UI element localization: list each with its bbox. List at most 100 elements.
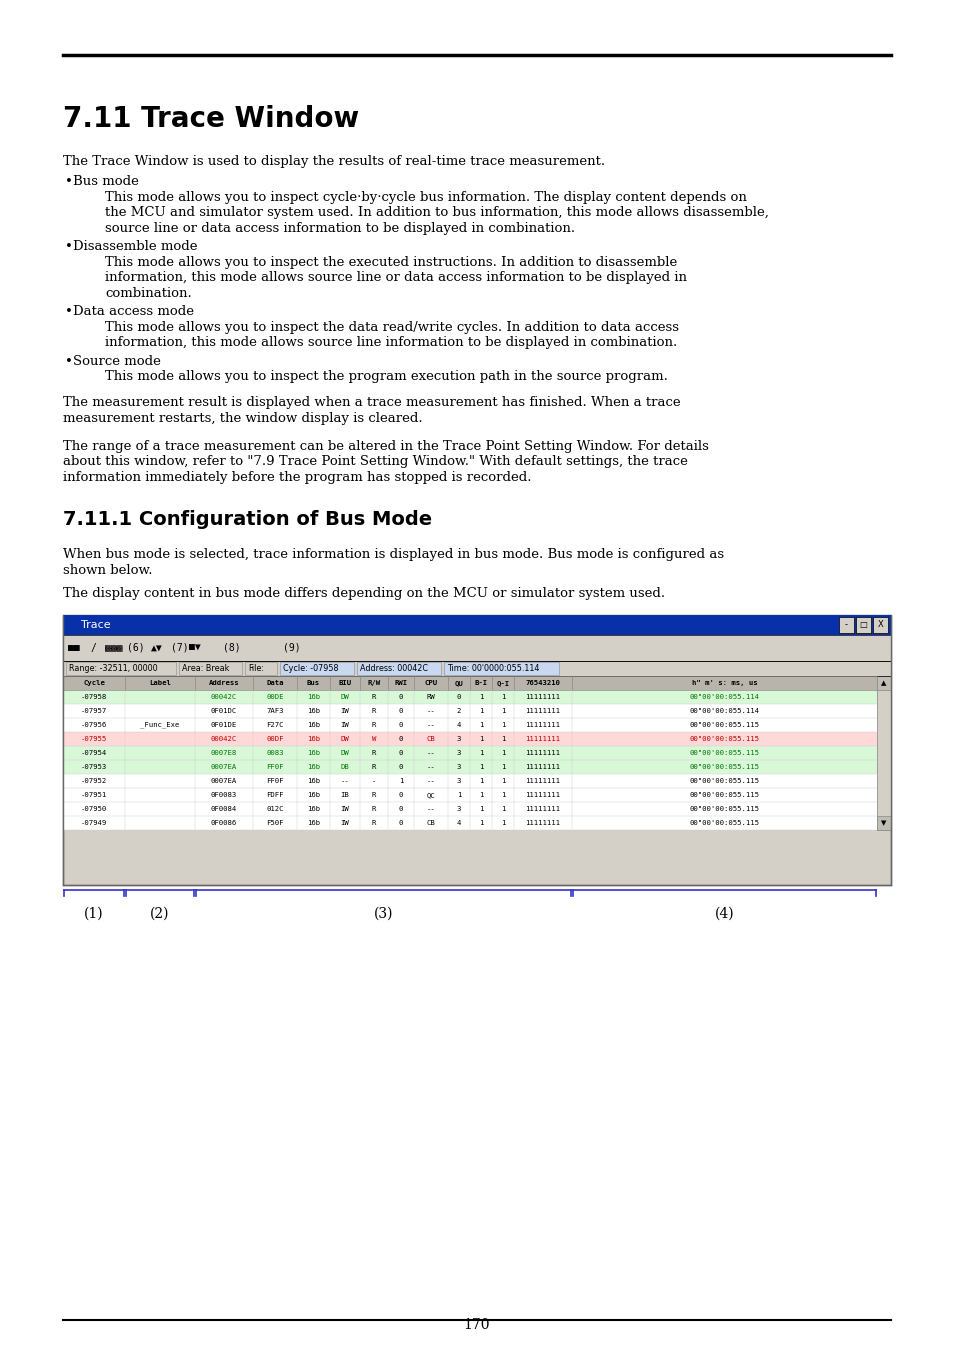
Text: 11111111: 11111111 [525,707,560,714]
Text: 76543210: 76543210 [525,680,560,686]
Bar [63,718,876,732]
Text: -07957: -07957 [81,707,107,714]
Text: 1: 1 [500,694,505,699]
Text: 0083: 0083 [266,751,283,756]
Text: 2: 2 [456,707,460,714]
Text: The range of a trace measurement can be altered in the Trace Point Setting Windo: The range of a trace measurement can be … [63,440,708,452]
Text: 00DF: 00DF [266,736,283,742]
Text: _Func_Exe: _Func_Exe [140,722,179,728]
Text: h" m' s: ms, us: h" m' s: ms, us [691,680,757,686]
Text: Address: Address [209,680,239,686]
Text: Cycle: Cycle [83,680,105,686]
Text: 00"00'00:055.115: 00"00'00:055.115 [689,751,759,756]
Text: QU: QU [455,680,463,686]
Text: --: -- [426,778,435,784]
Text: 00"00'00:055.115: 00"00'00:055.115 [689,736,759,742]
Text: (7): (7) [171,643,189,653]
Text: The measurement result is displayed when a trace measurement has finished. When : The measurement result is displayed when… [63,397,679,409]
Text: (1): (1) [84,907,104,921]
Text: 4: 4 [456,819,460,826]
Text: 11111111: 11111111 [525,736,560,742]
Text: R: R [372,751,375,756]
Text: 0: 0 [398,707,403,714]
Text: FDFF: FDFF [266,792,283,798]
Text: 16b: 16b [307,792,319,798]
Bar [876,676,890,830]
Text: DW: DW [340,736,349,742]
Text: 0F0083: 0F0083 [211,792,237,798]
Text: --: -- [340,778,349,784]
Text: 16b: 16b [307,751,319,756]
Text: ▲: ▲ [881,680,885,686]
Text: -07953: -07953 [81,764,107,769]
Text: •: • [65,176,72,188]
Text: 1: 1 [500,707,505,714]
Bar [63,788,876,802]
Text: 3: 3 [456,806,460,811]
Text: 0F01DE: 0F01DE [211,722,237,728]
Text: 1: 1 [500,751,505,756]
Text: 00"00'00:055.115: 00"00'00:055.115 [689,778,759,784]
Text: 0F0084: 0F0084 [211,806,237,811]
Text: (8): (8) [223,643,240,653]
Text: 11111111: 11111111 [525,819,560,826]
Text: 170: 170 [463,1318,490,1332]
Text: 00"00'00:055.114: 00"00'00:055.114 [689,694,759,699]
Text: 16b: 16b [307,819,319,826]
Text: 1: 1 [478,751,482,756]
Text: ▲▼: ▲▼ [151,643,163,653]
Text: B-I: B-I [474,680,487,686]
Text: 7AF3: 7AF3 [266,707,283,714]
Bar [356,662,440,675]
Text: This mode allows you to inspect the program execution path in the source program: This mode allows you to inspect the prog… [105,370,667,383]
Text: --: -- [426,764,435,769]
Bar [63,676,876,690]
Text: 1: 1 [478,694,482,699]
Text: □: □ [859,621,866,629]
Text: (6): (6) [127,643,145,653]
Text: 4: 4 [456,722,460,728]
Bar [63,662,890,676]
Text: DW: DW [340,751,349,756]
Text: about this window, refer to "7.9 Trace Point Setting Window." With default setti: about this window, refer to "7.9 Trace P… [63,455,687,468]
Text: -07950: -07950 [81,806,107,811]
Text: 00DE: 00DE [266,694,283,699]
Bar [838,617,853,633]
Text: Data access mode: Data access mode [73,305,193,319]
Text: Area: Break: Area: Break [182,664,229,672]
Text: 1: 1 [500,778,505,784]
Text: 1: 1 [478,707,482,714]
Bar [280,662,354,675]
Text: 0: 0 [456,694,460,699]
Text: ■■: ■■ [68,643,80,653]
Text: (3): (3) [374,907,393,921]
Bar [63,774,876,788]
Text: information, this mode allows source line or data access information to be displ: information, this mode allows source lin… [105,271,686,284]
Text: •: • [65,355,72,367]
Text: IW: IW [340,707,349,714]
Text: 16b: 16b [307,806,319,811]
Text: 1: 1 [478,819,482,826]
Text: 0007EA: 0007EA [211,778,237,784]
Text: 16b: 16b [307,722,319,728]
Text: 1: 1 [500,806,505,811]
Text: measurement restarts, the window display is cleared.: measurement restarts, the window display… [63,412,422,425]
Text: QC: QC [426,792,435,798]
Bar [63,747,876,760]
Text: RWI: RWI [394,680,407,686]
Text: When bus mode is selected, trace information is displayed in bus mode. Bus mode : When bus mode is selected, trace informa… [63,548,723,562]
Text: FF0F: FF0F [266,764,283,769]
Text: 3: 3 [456,736,460,742]
Text: 11111111: 11111111 [525,806,560,811]
Text: CB: CB [426,736,435,742]
Text: -07954: -07954 [81,751,107,756]
Text: 0: 0 [398,764,403,769]
Text: This mode allows you to inspect cycle·by·cycle bus information. The display cont: This mode allows you to inspect cycle·by… [105,190,746,204]
Text: 1: 1 [500,764,505,769]
Bar [63,802,876,815]
Text: 1: 1 [398,778,403,784]
Text: IB: IB [340,792,349,798]
Bar [63,815,876,830]
Text: 00"00'00:055.115: 00"00'00:055.115 [689,722,759,728]
Text: 1: 1 [500,819,505,826]
